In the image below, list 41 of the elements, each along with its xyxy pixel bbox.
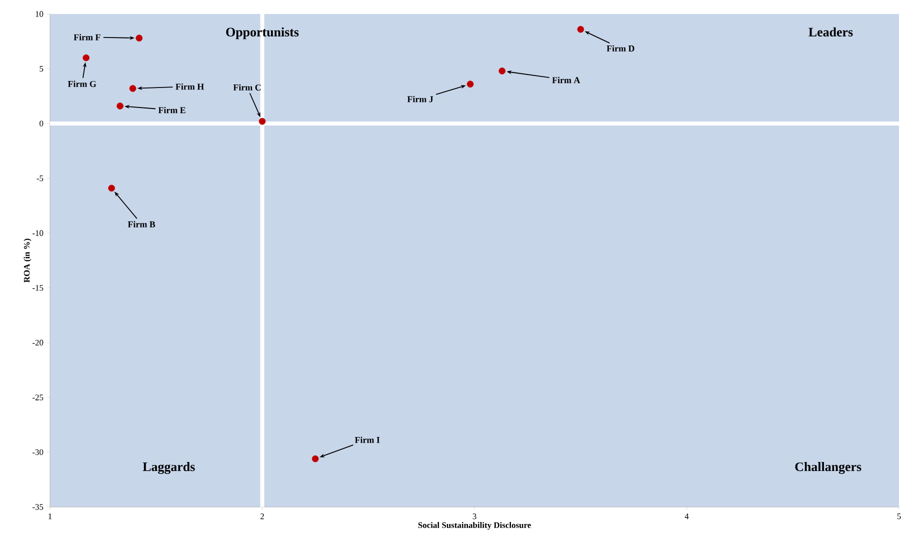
x-tick-label: 5 [897, 514, 901, 520]
y-tick-label: 5 [40, 66, 44, 72]
point [108, 184, 115, 192]
x-tick-label: 1 [48, 514, 52, 520]
y-tick-label: 0 [40, 120, 44, 126]
point [577, 26, 584, 33]
point [129, 85, 136, 92]
annotation: Firm I [354, 436, 380, 443]
annotation: Firm H [176, 83, 204, 90]
x-axis-title: Social Sustainability Disclosure [418, 522, 531, 530]
annotation: Firm B [128, 221, 156, 228]
x-tick-label: 4 [684, 514, 689, 520]
annotation: Firm J [407, 96, 434, 102]
x-tick-label: 3 [472, 514, 476, 520]
y-tick-label: -20 [32, 340, 44, 346]
annotation: Laggards [142, 462, 195, 474]
point [466, 80, 474, 88]
y-tick-label: -35 [32, 504, 44, 510]
y-tick-label: -30 [32, 449, 44, 456]
point [82, 54, 90, 62]
point [116, 102, 124, 110]
annotation: Firm F [74, 34, 100, 40]
annotation: Firm A [552, 76, 580, 84]
annotation: Leaders [808, 27, 853, 36]
annotation: Firm G [68, 80, 96, 87]
y-tick-label: -25 [32, 394, 44, 400]
y-axis-title: ROA (in %) [24, 238, 32, 282]
y-tick-label: -15 [32, 285, 44, 291]
annotation: Challangers [795, 462, 862, 474]
annotation: Opportunists [226, 27, 299, 40]
y-tick-label: -10 [32, 230, 44, 236]
annotation: Firm E [158, 106, 186, 114]
point [258, 118, 266, 125]
point [498, 68, 506, 74]
annotation: Firm C [233, 84, 261, 91]
point [312, 455, 319, 462]
y-tick-label: -5 [36, 176, 44, 182]
y-tick-label: 10 [36, 11, 44, 17]
x-tick-label: 2 [260, 514, 264, 520]
annotation: Firm D [606, 45, 634, 52]
point [136, 34, 143, 42]
